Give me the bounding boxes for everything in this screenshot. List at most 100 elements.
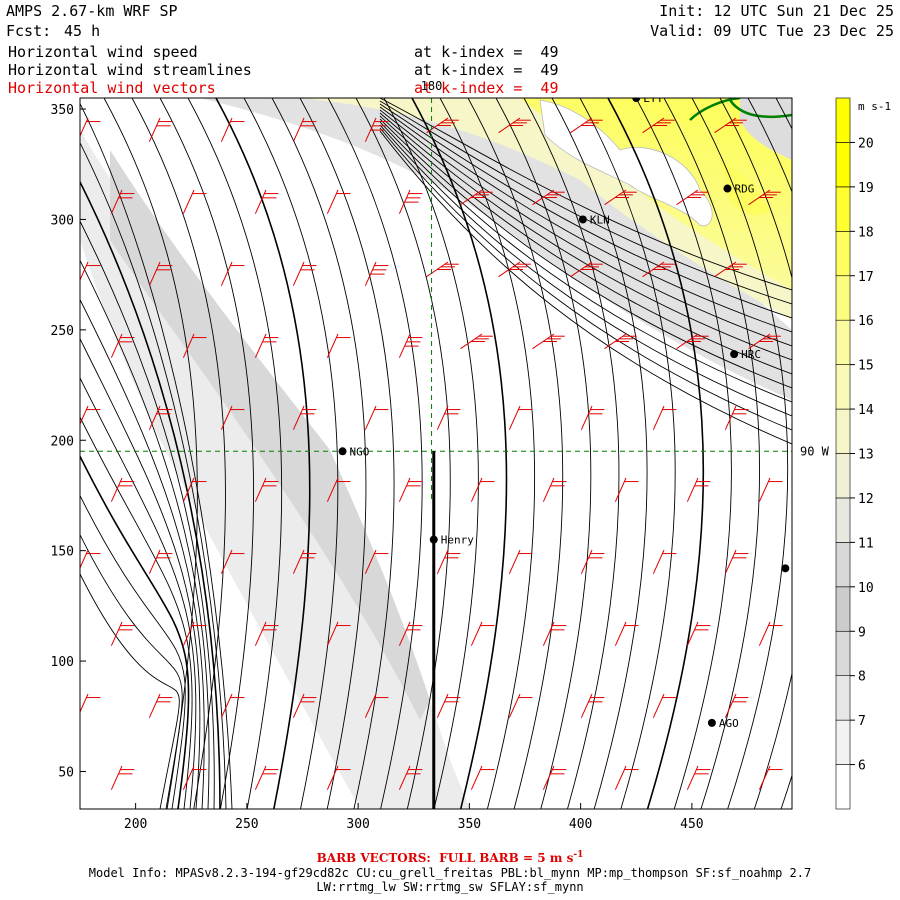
wind-barb	[758, 621, 771, 646]
streamline	[379, 130, 792, 445]
streamline	[80, 573, 180, 809]
station-label: KLN	[590, 213, 610, 226]
station-marker	[429, 535, 438, 544]
streamline	[355, 98, 451, 809]
wind-barb	[542, 477, 555, 502]
streamline	[888, 98, 900, 809]
colorbar-bin	[835, 719, 851, 765]
station-label: RDG	[734, 183, 754, 196]
streamline	[243, 98, 339, 809]
streamline	[379, 115, 792, 375]
wind-barb	[470, 621, 483, 646]
colorbar-tick-label: 17	[858, 270, 874, 285]
wind-barb	[326, 189, 339, 214]
y-tick-label: 350	[51, 103, 74, 118]
wind-barb	[398, 765, 411, 790]
streamline	[379, 118, 792, 389]
streamline	[635, 98, 732, 809]
wind-barb	[652, 693, 665, 718]
wind-barb	[364, 549, 377, 574]
init-time: Init: 12 UTC Sun 21 Dec 25	[659, 2, 894, 20]
colorbar-tick-label: 19	[858, 181, 874, 196]
wind-barb	[148, 261, 161, 286]
model-info-2: LW:rrtmg_lw SW:rrtmg_sw SFLAY:sf_mynn	[316, 880, 584, 894]
wind-barb	[326, 621, 339, 646]
field-name-streamlines: Horizontal wind streamlines	[8, 61, 252, 79]
forecast-label: Fcst:	[6, 22, 52, 40]
station-label: AGO	[719, 717, 739, 730]
station-marker	[707, 718, 716, 727]
wind-barb	[470, 765, 483, 790]
wind-barb	[292, 117, 305, 142]
wind-barb	[182, 333, 195, 358]
streamline	[523, 98, 620, 809]
station-marker	[781, 564, 790, 573]
streamline	[80, 416, 193, 809]
colorbar-bin	[835, 408, 851, 454]
colorbar-bin	[835, 364, 851, 410]
wind-barb	[686, 477, 699, 502]
wind-barb	[110, 477, 123, 502]
wind-barb	[254, 477, 267, 502]
streamline	[103, 98, 198, 809]
wind-barb	[220, 693, 233, 718]
wind-barb	[326, 477, 339, 502]
wind-barb	[542, 765, 555, 790]
field-level-speed: at k-index = 49	[414, 43, 559, 61]
streamline	[379, 98, 792, 291]
wind-barb	[220, 405, 233, 430]
wind-barb	[508, 693, 521, 718]
streamline	[663, 98, 761, 809]
colorbar-bin	[835, 142, 851, 188]
streamline	[379, 121, 792, 403]
colorbar-bin	[835, 764, 851, 810]
field-name-speed: Horizontal wind speed	[8, 43, 198, 61]
field-level-streamlines: at k-index = 49	[414, 61, 559, 79]
streamline	[551, 98, 648, 809]
streamline	[379, 124, 792, 417]
model-title: AMPS 2.67-km WRF SP	[6, 2, 178, 20]
y-tick-label: 300	[51, 213, 74, 228]
wind-barb	[758, 477, 771, 502]
wind-barb	[110, 333, 123, 358]
wind-barb	[436, 693, 449, 718]
wind-barb	[148, 549, 161, 574]
wind-barb	[326, 333, 339, 358]
wind-barb	[724, 693, 737, 718]
streamline	[80, 338, 201, 809]
wind-barb	[80, 549, 89, 570]
colorbar-tick-label: 15	[858, 359, 874, 374]
wind-barb	[110, 765, 123, 790]
wind-barb	[254, 333, 267, 358]
colorbar-bin	[835, 497, 851, 543]
colorbar-tick-label: 9	[858, 625, 866, 640]
wind-barb	[326, 765, 339, 790]
wind-barb	[652, 549, 665, 574]
colorbar-tick-label: 6	[858, 759, 866, 774]
x-tick-label: 300	[346, 817, 369, 832]
streamline	[379, 109, 792, 347]
wind-barb	[182, 621, 195, 646]
x-tick-label: 450	[680, 817, 703, 832]
valid-time: Valid: 09 UTC Tue 23 Dec 25	[650, 22, 894, 40]
streamline	[80, 299, 205, 809]
y-tick-label: 150	[51, 545, 74, 560]
colorbar-tick-label: 7	[858, 714, 866, 729]
colorbar-tick-label: 8	[858, 670, 866, 685]
wind-barb	[292, 405, 305, 430]
wind-barb	[148, 117, 161, 142]
x-tick-label: 200	[124, 817, 147, 832]
wind-barb	[182, 189, 195, 214]
wind-barb	[686, 621, 699, 646]
wind-barb	[110, 621, 123, 646]
wind-barb	[724, 549, 737, 574]
station-marker	[723, 184, 732, 193]
wind-barb	[254, 621, 267, 646]
y-tick-label: 200	[51, 434, 74, 449]
streamline	[495, 98, 592, 809]
parallel-label: 90 W	[800, 444, 830, 458]
barb-note: BARB VECTORS: FULL BARB = 5 m s-1	[316, 850, 584, 865]
wind-barb	[686, 765, 699, 790]
colorbar-tick-label: 16	[858, 314, 874, 329]
